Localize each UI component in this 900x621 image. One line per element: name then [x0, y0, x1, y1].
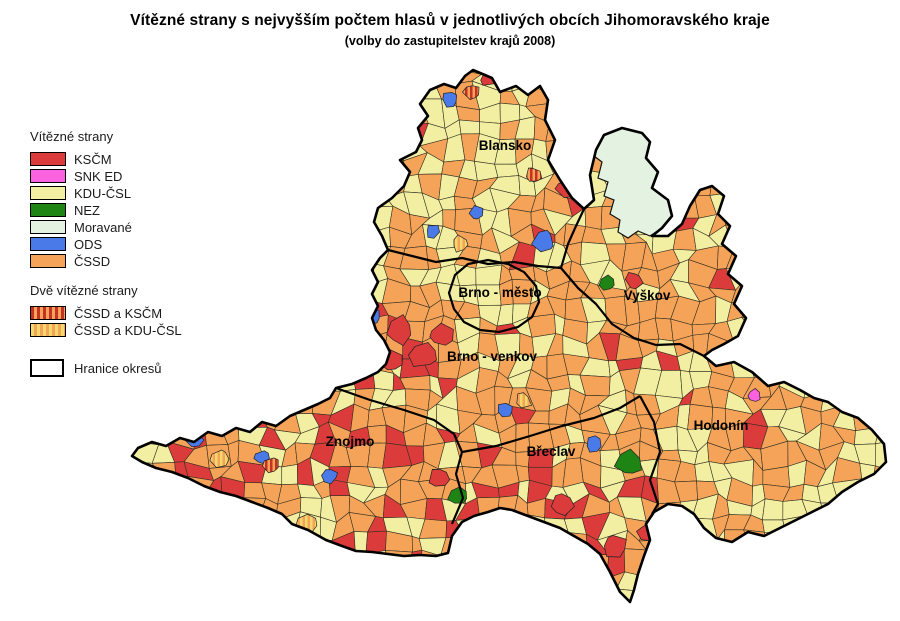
municipality-nez: [598, 274, 615, 291]
municipality--ssd-a-kdu-sl: [453, 234, 469, 253]
legend-double-header: Dvě vítězné strany: [30, 283, 138, 298]
district-boundary: [560, 267, 705, 357]
legend-item-kscm: KSČM: [30, 151, 182, 167]
legend-item-cssd: ČSSD: [30, 253, 182, 269]
map-legend: Vítězné strany KSČM SNK ED KDU-ČSL NEZ M…: [30, 129, 182, 377]
legend-item-ods: ODS: [30, 236, 182, 252]
legend-item-nez: NEZ: [30, 202, 182, 218]
legend-item-label: ODS: [74, 236, 103, 252]
district-label-b-eclav: Břeclav: [527, 444, 576, 459]
legend-item-label: NEZ: [74, 202, 100, 218]
cssd-kducsl-stripe-swatch: [30, 323, 66, 337]
legend-item-label: KDU-ČSL: [74, 185, 132, 201]
municipality--ssd-a-kdu-sl: [516, 392, 533, 408]
district-boundary: [461, 395, 641, 454]
district-label-blansko: Blansko: [479, 138, 532, 153]
legend-item-label: SNK ED: [74, 168, 123, 184]
municipality-ks-m: [624, 271, 644, 290]
municipality-ks-m: [550, 493, 575, 517]
snked-color-swatch: [30, 169, 66, 183]
municipality--ssd-a-ks-m: [261, 457, 279, 474]
legend-item-snked: SNK ED: [30, 168, 182, 184]
region-outline: [130, 68, 888, 604]
municipality-ods: [468, 205, 484, 220]
municipality-ks-m: [386, 314, 412, 347]
legend-item-label: ČSSD a KDU-ČSL: [74, 322, 182, 338]
cssd-color-swatch: [30, 254, 66, 268]
municipality-ods: [321, 469, 339, 485]
municipality-nez: [613, 448, 642, 474]
district-boundary: [559, 208, 585, 269]
district-border-swatch: [30, 359, 64, 377]
legend-item-label: ČSSD: [74, 253, 111, 269]
municipality-ods: [427, 224, 440, 239]
district-boundary-brno-mesto: [447, 258, 541, 334]
legend-item-cssd-kducsl: ČSSD a KDU-ČSL: [30, 322, 182, 338]
municipality-ods: [497, 403, 513, 418]
cssd-kscm-stripe-swatch: [30, 306, 66, 320]
legend-item-label: Moravané: [74, 219, 132, 235]
legend-item-cssd-kscm: ČSSD a KSČM: [30, 305, 182, 321]
page-title: Vítězné strany s nejvyšším počtem hlasů …: [130, 12, 770, 29]
legend-item-label: Hranice okresů: [74, 360, 162, 376]
municipality-snk-ed: [747, 388, 761, 402]
municipality-ods: [586, 435, 602, 453]
district-boundary: [335, 386, 465, 525]
district-label-vy-kov: Vyškov: [624, 288, 671, 303]
municipality--ssd-a-kdu-sl: [209, 449, 230, 468]
legend-item-moravane: Moravané: [30, 219, 182, 235]
legend-item-label: KSČM: [74, 151, 112, 167]
municipality-ods: [531, 229, 554, 253]
ods-color-swatch: [30, 237, 66, 251]
municipality-ods: [442, 92, 458, 108]
title-block: Vítězné strany s nejvyšším počtem hlasů …: [0, 12, 900, 48]
municipality--ssd-a-ks-m: [461, 85, 480, 101]
moravane-color-swatch: [30, 220, 66, 234]
district-label-brno---m-sto: Brno - město: [458, 285, 541, 300]
municipality--ssd-a-ks-m: [526, 167, 543, 182]
page-subtitle: (volby do zastupitelstev krajů 2008): [344, 34, 556, 48]
municipality-ks-m: [407, 341, 437, 367]
district-label-znojmo: Znojmo: [326, 434, 375, 449]
district-label-brno---venkov: Brno - venkov: [447, 349, 538, 364]
district-boundary: [639, 395, 662, 515]
municipality-ks-m: [428, 469, 451, 487]
district-boundary: [387, 248, 562, 270]
legend-single-header: Vítězné strany: [30, 129, 114, 144]
kducsl-color-swatch: [30, 186, 66, 200]
district-label-hodon-n: Hodonín: [694, 418, 749, 433]
legend-item-label: ČSSD a KSČM: [74, 305, 163, 321]
municipality-ks-m: [603, 535, 627, 558]
legend-item-kducsl: KDU-ČSL: [30, 185, 182, 201]
nez-color-swatch: [30, 203, 66, 217]
legend-item-district-border: Hranice okresů: [30, 359, 182, 377]
municipality-ks-m: [429, 322, 454, 346]
kscm-color-swatch: [30, 152, 66, 166]
